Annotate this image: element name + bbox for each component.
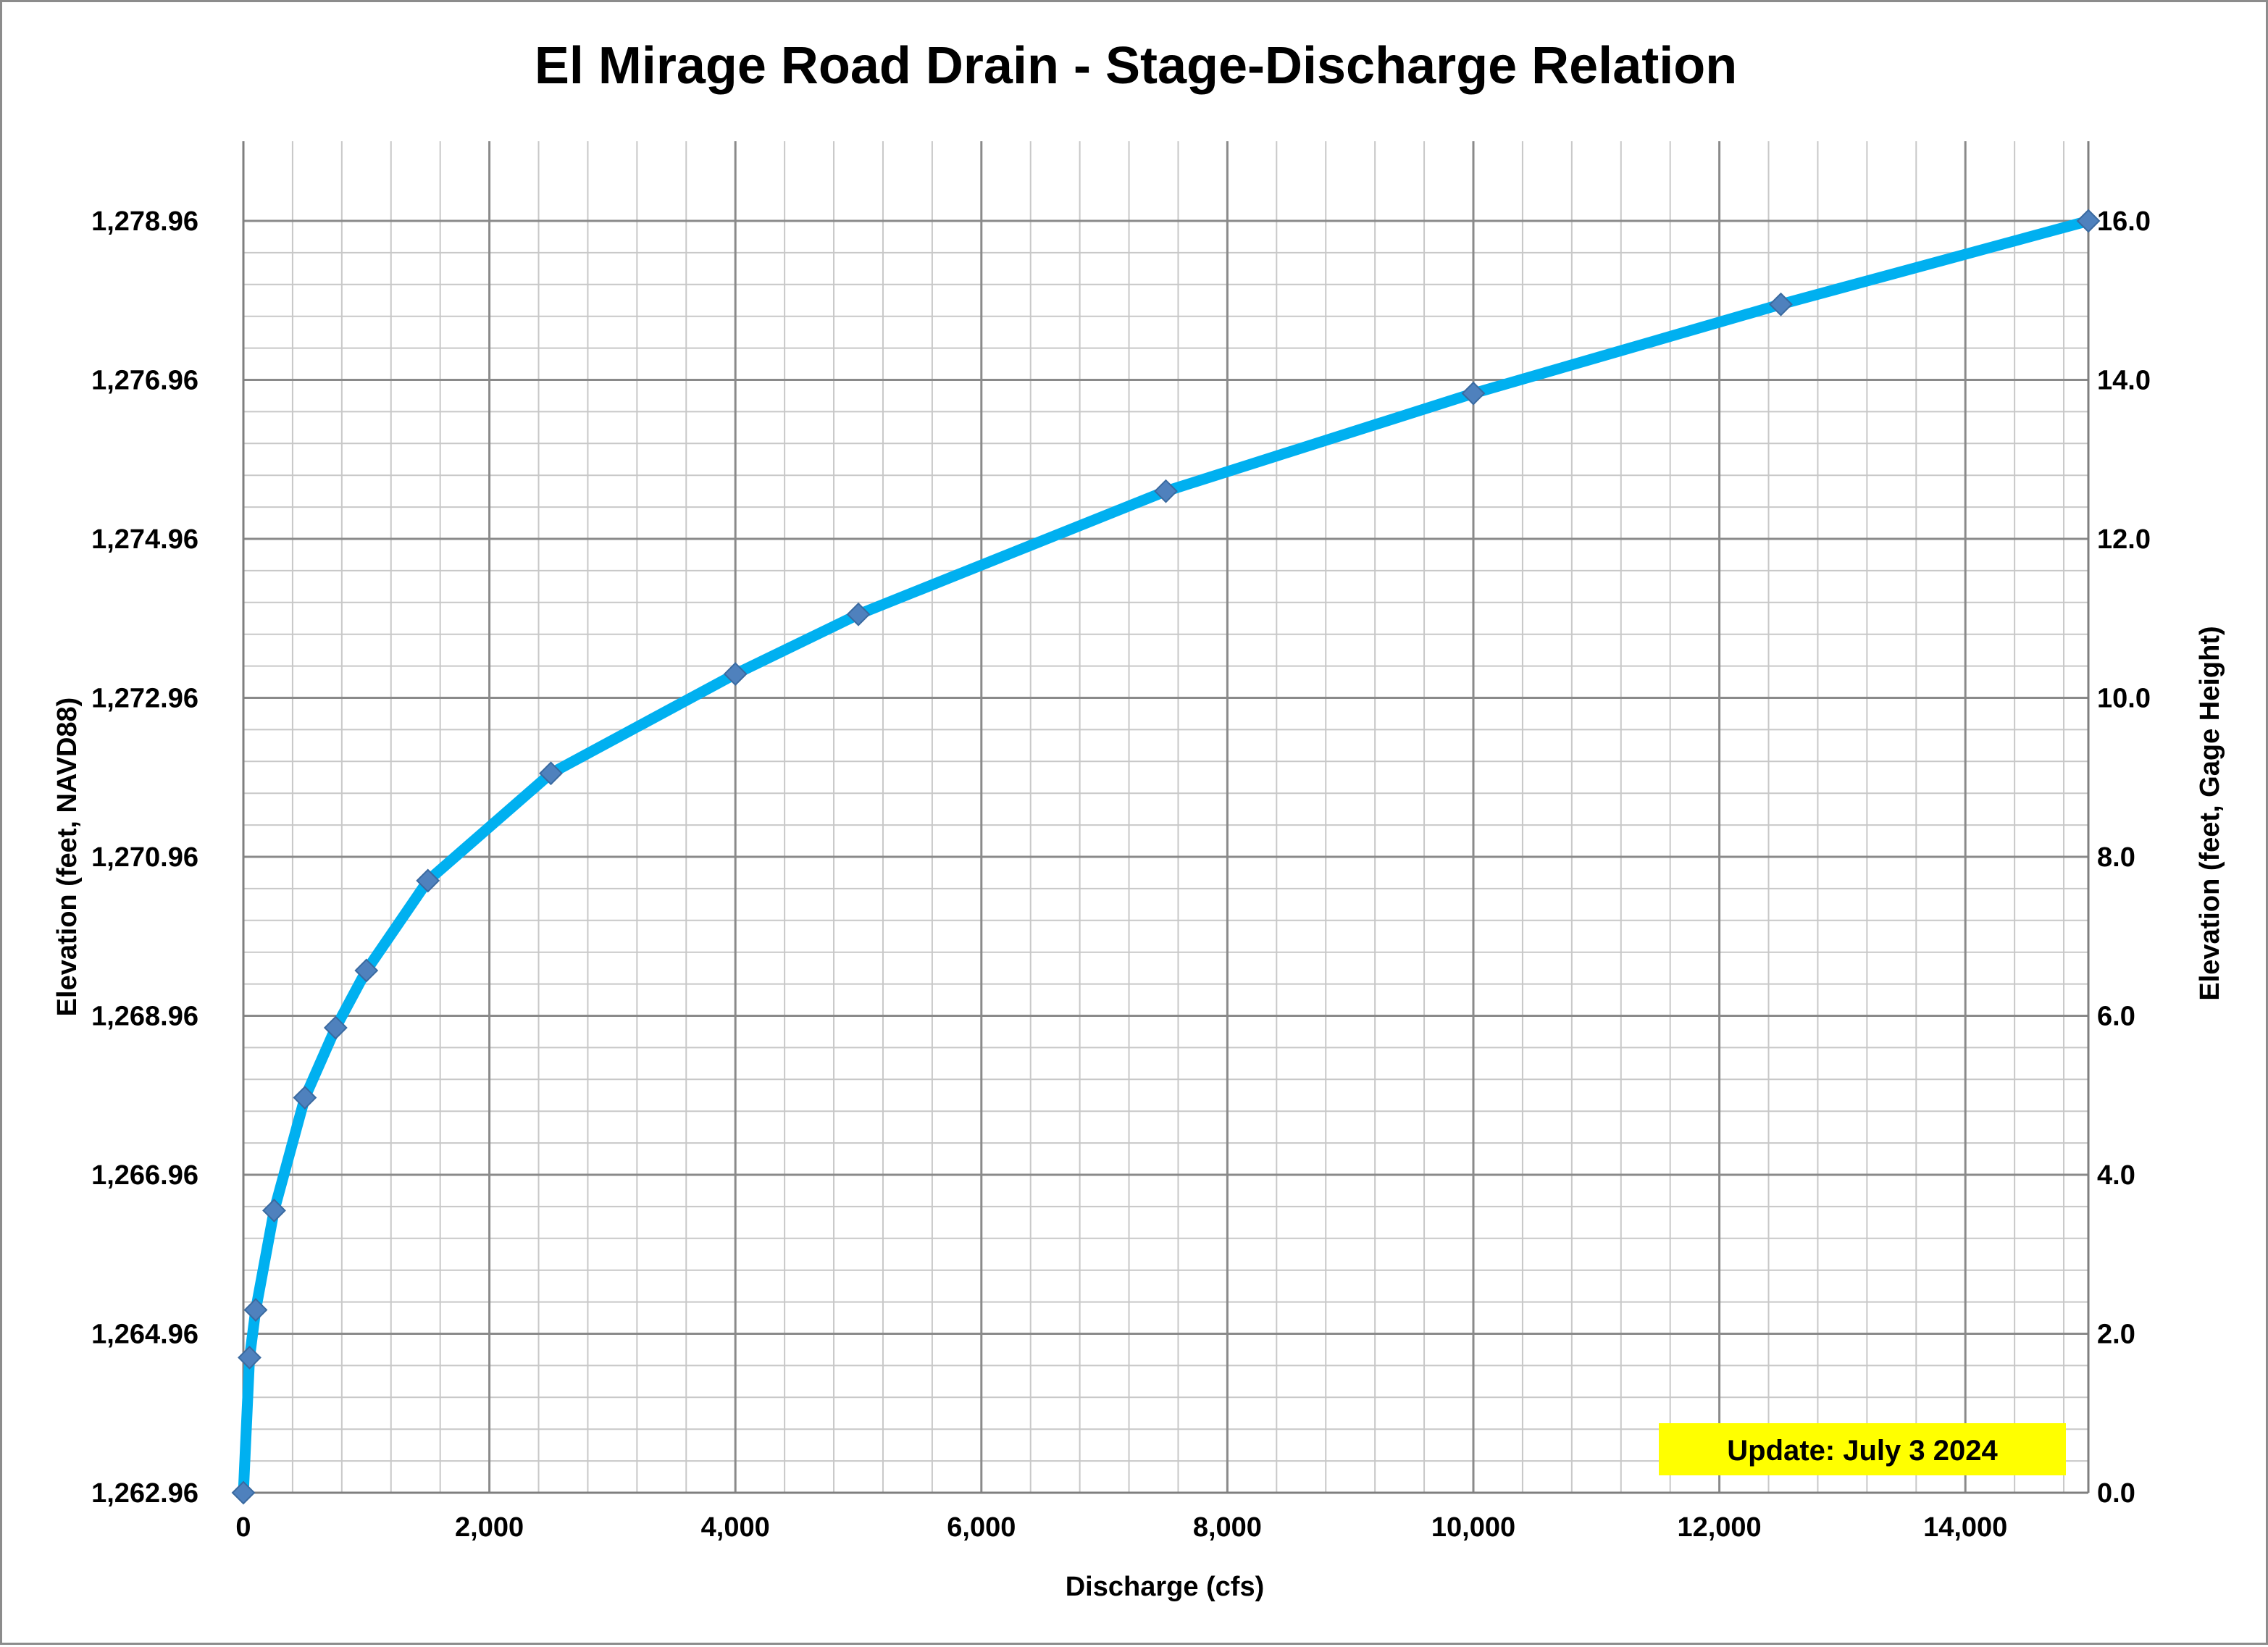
x-tick-label: 2,000 <box>455 1512 524 1543</box>
y-right-tick-label: 14.0 <box>2097 366 2151 396</box>
data-point <box>243 1298 268 1322</box>
y-left-tick-label: 1,278.96 <box>91 206 198 237</box>
data-point <box>1461 381 1486 406</box>
y-left-tick-label: 1,266.96 <box>91 1160 198 1191</box>
data-point <box>1154 479 1178 503</box>
update-text: Update: July 3 2024 <box>1727 1435 1998 1467</box>
series <box>231 209 2101 1505</box>
y-right-tick-label: 0.0 <box>2097 1478 2135 1509</box>
update-annotation: Update: July 3 2024 <box>1659 1423 2066 1475</box>
data-point <box>416 868 440 893</box>
x-tick-label: 4,000 <box>701 1512 770 1543</box>
data-point <box>293 1086 317 1110</box>
data-point <box>354 958 379 983</box>
x-tick-label: 0 <box>235 1512 251 1543</box>
x-tick-label: 14,000 <box>1923 1512 2007 1543</box>
data-point <box>238 1346 261 1370</box>
chart-title: El Mirage Road Drain - Stage-Discharge R… <box>535 37 1737 95</box>
y-right-tick-label: 8.0 <box>2097 842 2135 873</box>
y-left-tick-label: 1,274.96 <box>91 524 198 555</box>
y-right-tick-label: 6.0 <box>2097 1002 2135 1032</box>
y-right-tick-label: 4.0 <box>2097 1160 2135 1191</box>
y-right-tick-label: 16.0 <box>2097 206 2151 237</box>
data-point <box>231 1480 256 1505</box>
data-point <box>262 1198 286 1223</box>
axes <box>242 141 2090 1494</box>
y-left-tick-label: 1,268.96 <box>91 1002 198 1032</box>
y-left-tick-label: 1,272.96 <box>91 684 198 714</box>
y-left-tick-label: 1,276.96 <box>91 366 198 396</box>
grid <box>242 141 2088 1494</box>
y-left-tick-label: 1,264.96 <box>91 1320 198 1350</box>
y-axis-title-left: Elevation (feet, NAVD88) <box>52 697 83 1017</box>
data-point <box>539 761 563 786</box>
y-axis-title-right: Elevation (feet, Gage Height) <box>2195 626 2225 1000</box>
x-tick-label: 12,000 <box>1677 1512 1761 1543</box>
update-box <box>1659 1423 2066 1475</box>
x-tick-label: 8,000 <box>1193 1512 1262 1543</box>
y-right-tick-label: 12.0 <box>2097 524 2151 555</box>
x-tick-label: 10,000 <box>1431 1512 1515 1543</box>
data-point <box>1769 292 1793 317</box>
y-right-tick-label: 2.0 <box>2097 1320 2135 1350</box>
y-right-tick-label: 10.0 <box>2097 684 2151 714</box>
labels: El Mirage Road Drain - Stage-Discharge R… <box>52 37 2225 1602</box>
data-point <box>723 662 748 686</box>
y-left-tick-label: 1,270.96 <box>91 842 198 873</box>
x-tick-label: 6,000 <box>947 1512 1016 1543</box>
data-point <box>2076 209 2101 233</box>
y-left-tick-label: 1,262.96 <box>91 1478 198 1509</box>
data-point <box>846 602 871 626</box>
x-axis-title: Discharge (cfs) <box>1066 1572 1265 1602</box>
data-point <box>323 1015 348 1040</box>
